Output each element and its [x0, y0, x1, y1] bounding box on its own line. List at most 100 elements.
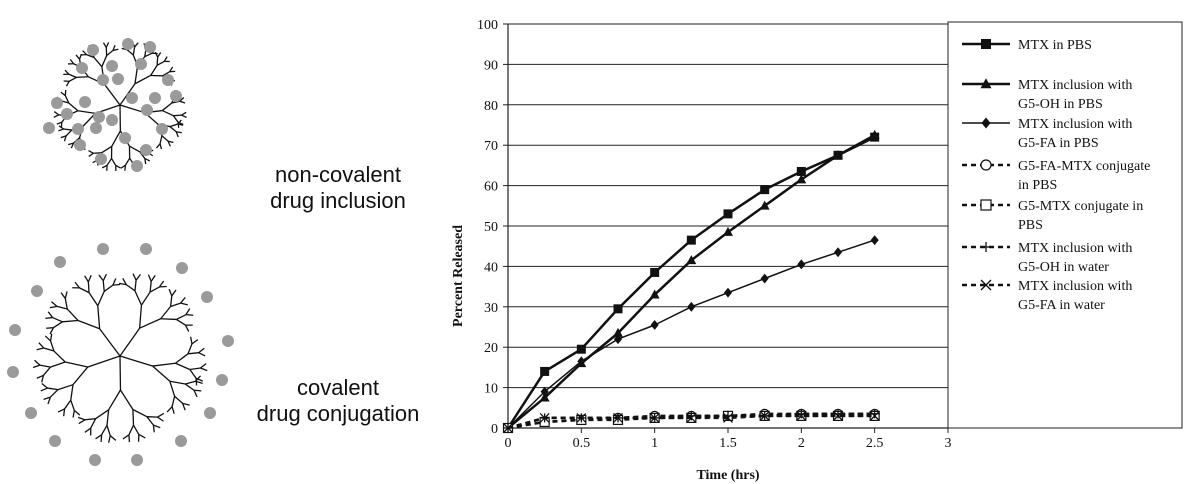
dendrimer-branch	[57, 408, 65, 413]
legend-label: G5-FA in PBS	[1018, 136, 1099, 151]
dendrimer-branch	[66, 308, 79, 321]
dendrimer-branch	[95, 409, 109, 420]
dendrimer-branch	[187, 352, 199, 355]
covalent-dendrimer	[7, 243, 234, 466]
legend-label: G5-MTX conjugate in	[1018, 199, 1143, 214]
marker-filled-diamond	[577, 356, 586, 367]
x-tick-labels: 0 0.5 1 1.5 2 2.5 3	[505, 436, 952, 451]
dendrimer-branch	[70, 384, 74, 401]
marker-filled-square	[613, 304, 623, 314]
dendrimer-branch	[65, 80, 70, 87]
drug-molecule	[95, 153, 107, 165]
dendrimer-branch	[171, 100, 180, 104]
dendrimer-branch	[36, 374, 44, 379]
dendrimer-branch	[63, 128, 72, 131]
dendrimer-branch	[43, 347, 55, 352]
dendrimer-branch	[171, 406, 175, 414]
dendrimer-branch	[160, 318, 177, 321]
dendrimer-branch	[75, 54, 81, 60]
x-tick-label: 0.5	[573, 436, 591, 451]
dendrimer-branch	[180, 302, 188, 306]
dendrimer-branch	[150, 275, 156, 282]
y-axis-title: Percent Released	[451, 225, 466, 327]
dendrimer-branch	[175, 353, 189, 364]
legend-label: MTX inclusion with	[1018, 279, 1132, 294]
x-tick-label: 2.5	[866, 436, 884, 451]
dendrimer-branch	[144, 52, 153, 58]
drug-molecule	[170, 90, 182, 102]
dendrimer-branch	[119, 104, 146, 114]
dendrimer-branch	[147, 274, 152, 282]
dendrimer-branch	[125, 284, 136, 292]
dendrimer-branch	[109, 435, 117, 441]
drug-molecule	[156, 123, 168, 135]
y-tick-label: 80	[484, 99, 498, 114]
dendrimer-branch	[146, 416, 154, 426]
dendrimer-branch	[108, 389, 122, 411]
drug-molecule	[54, 256, 66, 268]
dendrimer-branch	[79, 287, 90, 294]
dendrimer-branch	[169, 123, 178, 128]
dendrimer-branch	[110, 158, 117, 166]
dendrimer-branch	[175, 131, 179, 138]
dendrimer-branch	[195, 375, 202, 382]
dendrimer-branch	[172, 115, 179, 123]
dendrimer-branch	[138, 305, 143, 329]
dendrimer-branch	[78, 419, 86, 425]
marker-filled-triangle	[613, 327, 623, 337]
dendrimer-branch	[88, 292, 99, 307]
dendrimer-branch	[124, 157, 131, 166]
dendrimer-branch	[175, 362, 191, 371]
dendrimer-branch	[189, 336, 193, 345]
marker-filled-square	[981, 39, 991, 49]
dendrimer-branch	[119, 282, 127, 286]
dendrimer-branch	[179, 100, 186, 104]
legend-label: G5-OH in PBS	[1018, 97, 1103, 112]
dendrimer-branch	[111, 130, 121, 147]
dendrimer-branch	[163, 56, 168, 62]
dendrimer-branch	[36, 347, 44, 351]
dendrimer-branch	[44, 335, 52, 342]
marker-cross	[980, 279, 992, 291]
dendrimer-branch	[134, 66, 139, 84]
marker-open-circle	[980, 159, 992, 171]
dendrimer-branch	[77, 416, 86, 421]
drug-molecule	[72, 123, 84, 135]
marker-filled-square	[576, 344, 586, 354]
dendrimer-branch	[168, 288, 173, 297]
dendrimer-branch	[77, 110, 96, 115]
drug-molecule	[140, 144, 152, 156]
dendrimer-branch	[39, 364, 51, 368]
dendrimer-branch	[155, 143, 161, 149]
dendrimer-branch	[68, 76, 77, 82]
dendrimer-branch	[149, 286, 160, 293]
dendrimer-branch	[176, 318, 186, 326]
dendrimer-branch	[106, 425, 111, 436]
marker-cross	[759, 410, 770, 421]
dendrimer-branch	[180, 296, 186, 304]
dendrimer-branch	[64, 298, 68, 310]
dendrimer-branch	[93, 57, 103, 68]
dendrimer-branch	[84, 418, 96, 421]
dendrimer-branch	[101, 55, 108, 67]
dendrimer-branch	[198, 347, 205, 354]
legend-frame	[947, 21, 1183, 429]
dendrimer-branch	[112, 48, 119, 52]
dendrimer-branch	[41, 382, 48, 389]
marker-filled-diamond	[760, 273, 769, 284]
dendrimer-branch	[76, 76, 89, 79]
dendrimer-branch	[173, 114, 182, 117]
dendrimer-branch	[185, 380, 196, 385]
marker-cross	[576, 412, 587, 423]
drug-molecule	[201, 291, 213, 303]
dendrimer-branch	[184, 324, 190, 332]
dendrimer-branch	[101, 145, 113, 154]
label-covalent: covalent	[297, 375, 379, 400]
dendrimer-branch	[181, 111, 187, 116]
marker-filled-triangle	[539, 392, 550, 402]
marker-filled-diamond	[797, 259, 806, 270]
dendrimer-branch	[99, 328, 121, 357]
dendrimer-branch	[162, 109, 174, 117]
dendrimer-branch	[47, 311, 54, 318]
